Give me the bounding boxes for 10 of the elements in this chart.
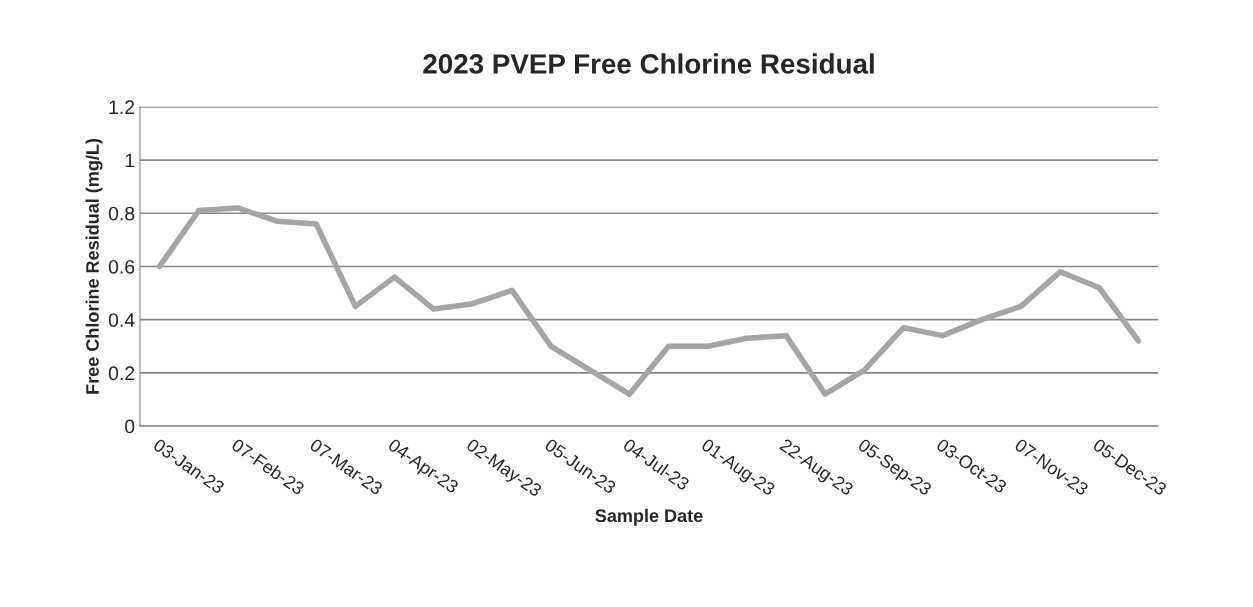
y-tick-label: 1.2 xyxy=(109,100,135,114)
y-tick-label: 0.6 xyxy=(108,259,135,274)
y-tick-label: 1 xyxy=(125,153,135,168)
y-tick-label: 0 xyxy=(125,419,135,434)
chart-title: 2023 PVEP Free Chlorine Residual xyxy=(423,53,874,74)
y-tick-label: 0.2 xyxy=(108,366,135,381)
x-axis-title: Sample Date xyxy=(595,508,703,526)
y-tick-label: 0.8 xyxy=(108,206,135,221)
y-tick-label: 0.4 xyxy=(108,313,135,327)
y-axis-title: Free Chlorine Residual (mg/L) xyxy=(85,138,103,394)
